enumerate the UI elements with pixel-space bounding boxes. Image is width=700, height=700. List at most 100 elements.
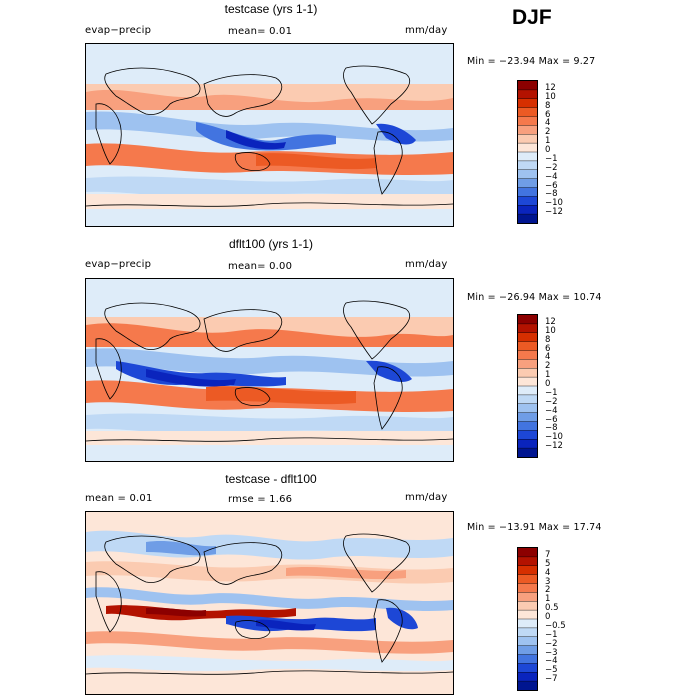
panel-1-units-label: mm/day <box>405 25 448 36</box>
colorbar-band <box>518 583 537 593</box>
colorbar-band <box>518 601 537 611</box>
colorbar-band <box>518 169 537 179</box>
colorbar-band <box>518 341 537 351</box>
panel-1-colorbar-canvas <box>518 81 537 223</box>
panel-3-colorbar <box>517 547 538 691</box>
colorbar-tick-label: −0.5 <box>545 620 566 631</box>
colorbar-tick-label: −7 <box>545 674 558 685</box>
colorbar-tick-label: −5 <box>545 665 558 676</box>
panel-1-mean-label: mean= 0.01 <box>228 26 293 37</box>
colorbar-tick-label: −2 <box>545 638 558 649</box>
colorbar-tick-label: −10 <box>545 432 563 443</box>
colorbar-band <box>518 98 537 108</box>
colorbar-band <box>518 394 537 405</box>
colorbar-band <box>518 187 537 197</box>
colorbar-band <box>518 196 537 206</box>
colorbar-band <box>518 548 537 558</box>
colorbar-band <box>518 430 537 440</box>
panel-3-mean-label: mean = 0.01 <box>85 493 153 504</box>
colorbar-tick-label: 10 <box>545 325 556 336</box>
colorbar-band <box>518 116 537 126</box>
panel-3-map-canvas <box>86 512 453 694</box>
colorbar-tick-label: 3 <box>545 576 551 587</box>
colorbar-tick-label: 0 <box>545 379 551 389</box>
colorbar-band <box>518 386 537 396</box>
colorbar-tick-label: 4 <box>545 118 551 129</box>
panel-3-title: testcase - dflt100 <box>225 472 317 486</box>
colorbar-band <box>518 403 537 413</box>
colorbar-band <box>518 448 537 457</box>
colorbar-tick-label: 5 <box>545 558 551 569</box>
colorbar-tick-label: −6 <box>545 180 558 191</box>
colorbar-band <box>518 439 537 449</box>
colorbar-tick-label: 4 <box>545 352 551 363</box>
panel-1-minmax: Min = −23.94 Max = 9.27 <box>467 56 596 67</box>
colorbar-tick-label: 2 <box>545 585 551 596</box>
colorbar-tick-label: 12 <box>545 82 556 93</box>
panel-2-colorbar <box>517 314 538 458</box>
panel-1-map-canvas <box>86 44 453 226</box>
colorbar-band <box>518 556 537 567</box>
colorbar-tick-label: 12 <box>545 316 556 327</box>
colorbar-band <box>518 152 537 162</box>
colorbar-tick-label: −8 <box>545 423 558 434</box>
panel-3-minmax: Min = −13.91 Max = 17.74 <box>467 522 602 533</box>
colorbar-tick-label: −12 <box>545 207 563 218</box>
colorbar-tick-label: 6 <box>545 109 551 120</box>
colorbar-tick-label: 2 <box>545 127 551 138</box>
colorbar-band <box>518 143 537 153</box>
panel-3-map <box>85 511 454 695</box>
colorbar-band <box>518 332 537 342</box>
panel-3-colorbar-canvas <box>518 548 537 690</box>
colorbar-band <box>518 315 537 325</box>
colorbar-band <box>518 654 537 664</box>
colorbar-tick-label: 2 <box>545 361 551 372</box>
panel-2-map <box>85 278 454 462</box>
panel-1-variable-label: evap−precip <box>85 25 152 36</box>
colorbar-tick-label: −1 <box>545 153 558 164</box>
colorbar-band <box>518 350 537 360</box>
panel-3-units-label: mm/day <box>405 492 448 503</box>
colorbar-band <box>518 619 537 629</box>
colorbar-tick-label: −6 <box>545 414 558 425</box>
colorbar-tick-label: 6 <box>545 343 551 354</box>
colorbar-band <box>518 81 537 91</box>
colorbar-tick-label: 0 <box>545 145 551 155</box>
colorbar-tick-label: 10 <box>545 91 556 102</box>
panel-2-map-canvas <box>86 279 453 461</box>
colorbar-band <box>518 125 537 135</box>
colorbar-band <box>518 565 537 575</box>
panel-1-map <box>85 43 454 227</box>
colorbar-band <box>518 160 537 171</box>
colorbar-band <box>518 178 537 188</box>
colorbar-tick-label: 4 <box>545 567 551 578</box>
colorbar-tick-label: −12 <box>545 441 563 452</box>
colorbar-band <box>518 359 537 369</box>
colorbar-band <box>518 368 537 378</box>
colorbar-tick-label: −3 <box>545 647 558 658</box>
colorbar-band <box>518 574 537 584</box>
colorbar-band <box>518 205 537 215</box>
colorbar-band <box>518 214 537 223</box>
colorbar-tick-label: −8 <box>545 189 558 200</box>
colorbar-tick-label: 8 <box>545 100 551 111</box>
colorbar-band <box>518 592 537 602</box>
panel-2-mean-label: mean= 0.00 <box>228 261 293 272</box>
colorbar-band <box>518 323 537 334</box>
colorbar-band <box>518 681 537 690</box>
colorbar-tick-label: 7 <box>545 549 551 560</box>
colorbar-tick-label: 8 <box>545 334 551 345</box>
colorbar-band <box>518 645 537 655</box>
colorbar-band <box>518 627 537 638</box>
colorbar-tick-label: −4 <box>545 405 558 416</box>
panel-2-units-label: mm/day <box>405 259 448 270</box>
panel-1-colorbar <box>517 80 538 224</box>
colorbar-tick-label: 1 <box>545 370 551 381</box>
colorbar-tick-label: −4 <box>545 656 558 667</box>
panel-3-rmse-label: rmse = 1.66 <box>228 494 293 505</box>
colorbar-tick-label: 0.5 <box>545 603 559 614</box>
colorbar-tick-label: −2 <box>545 162 558 173</box>
colorbar-band <box>518 672 537 682</box>
colorbar-band <box>518 412 537 422</box>
panel-2-minmax: Min = −26.94 Max = 10.74 <box>467 292 602 303</box>
